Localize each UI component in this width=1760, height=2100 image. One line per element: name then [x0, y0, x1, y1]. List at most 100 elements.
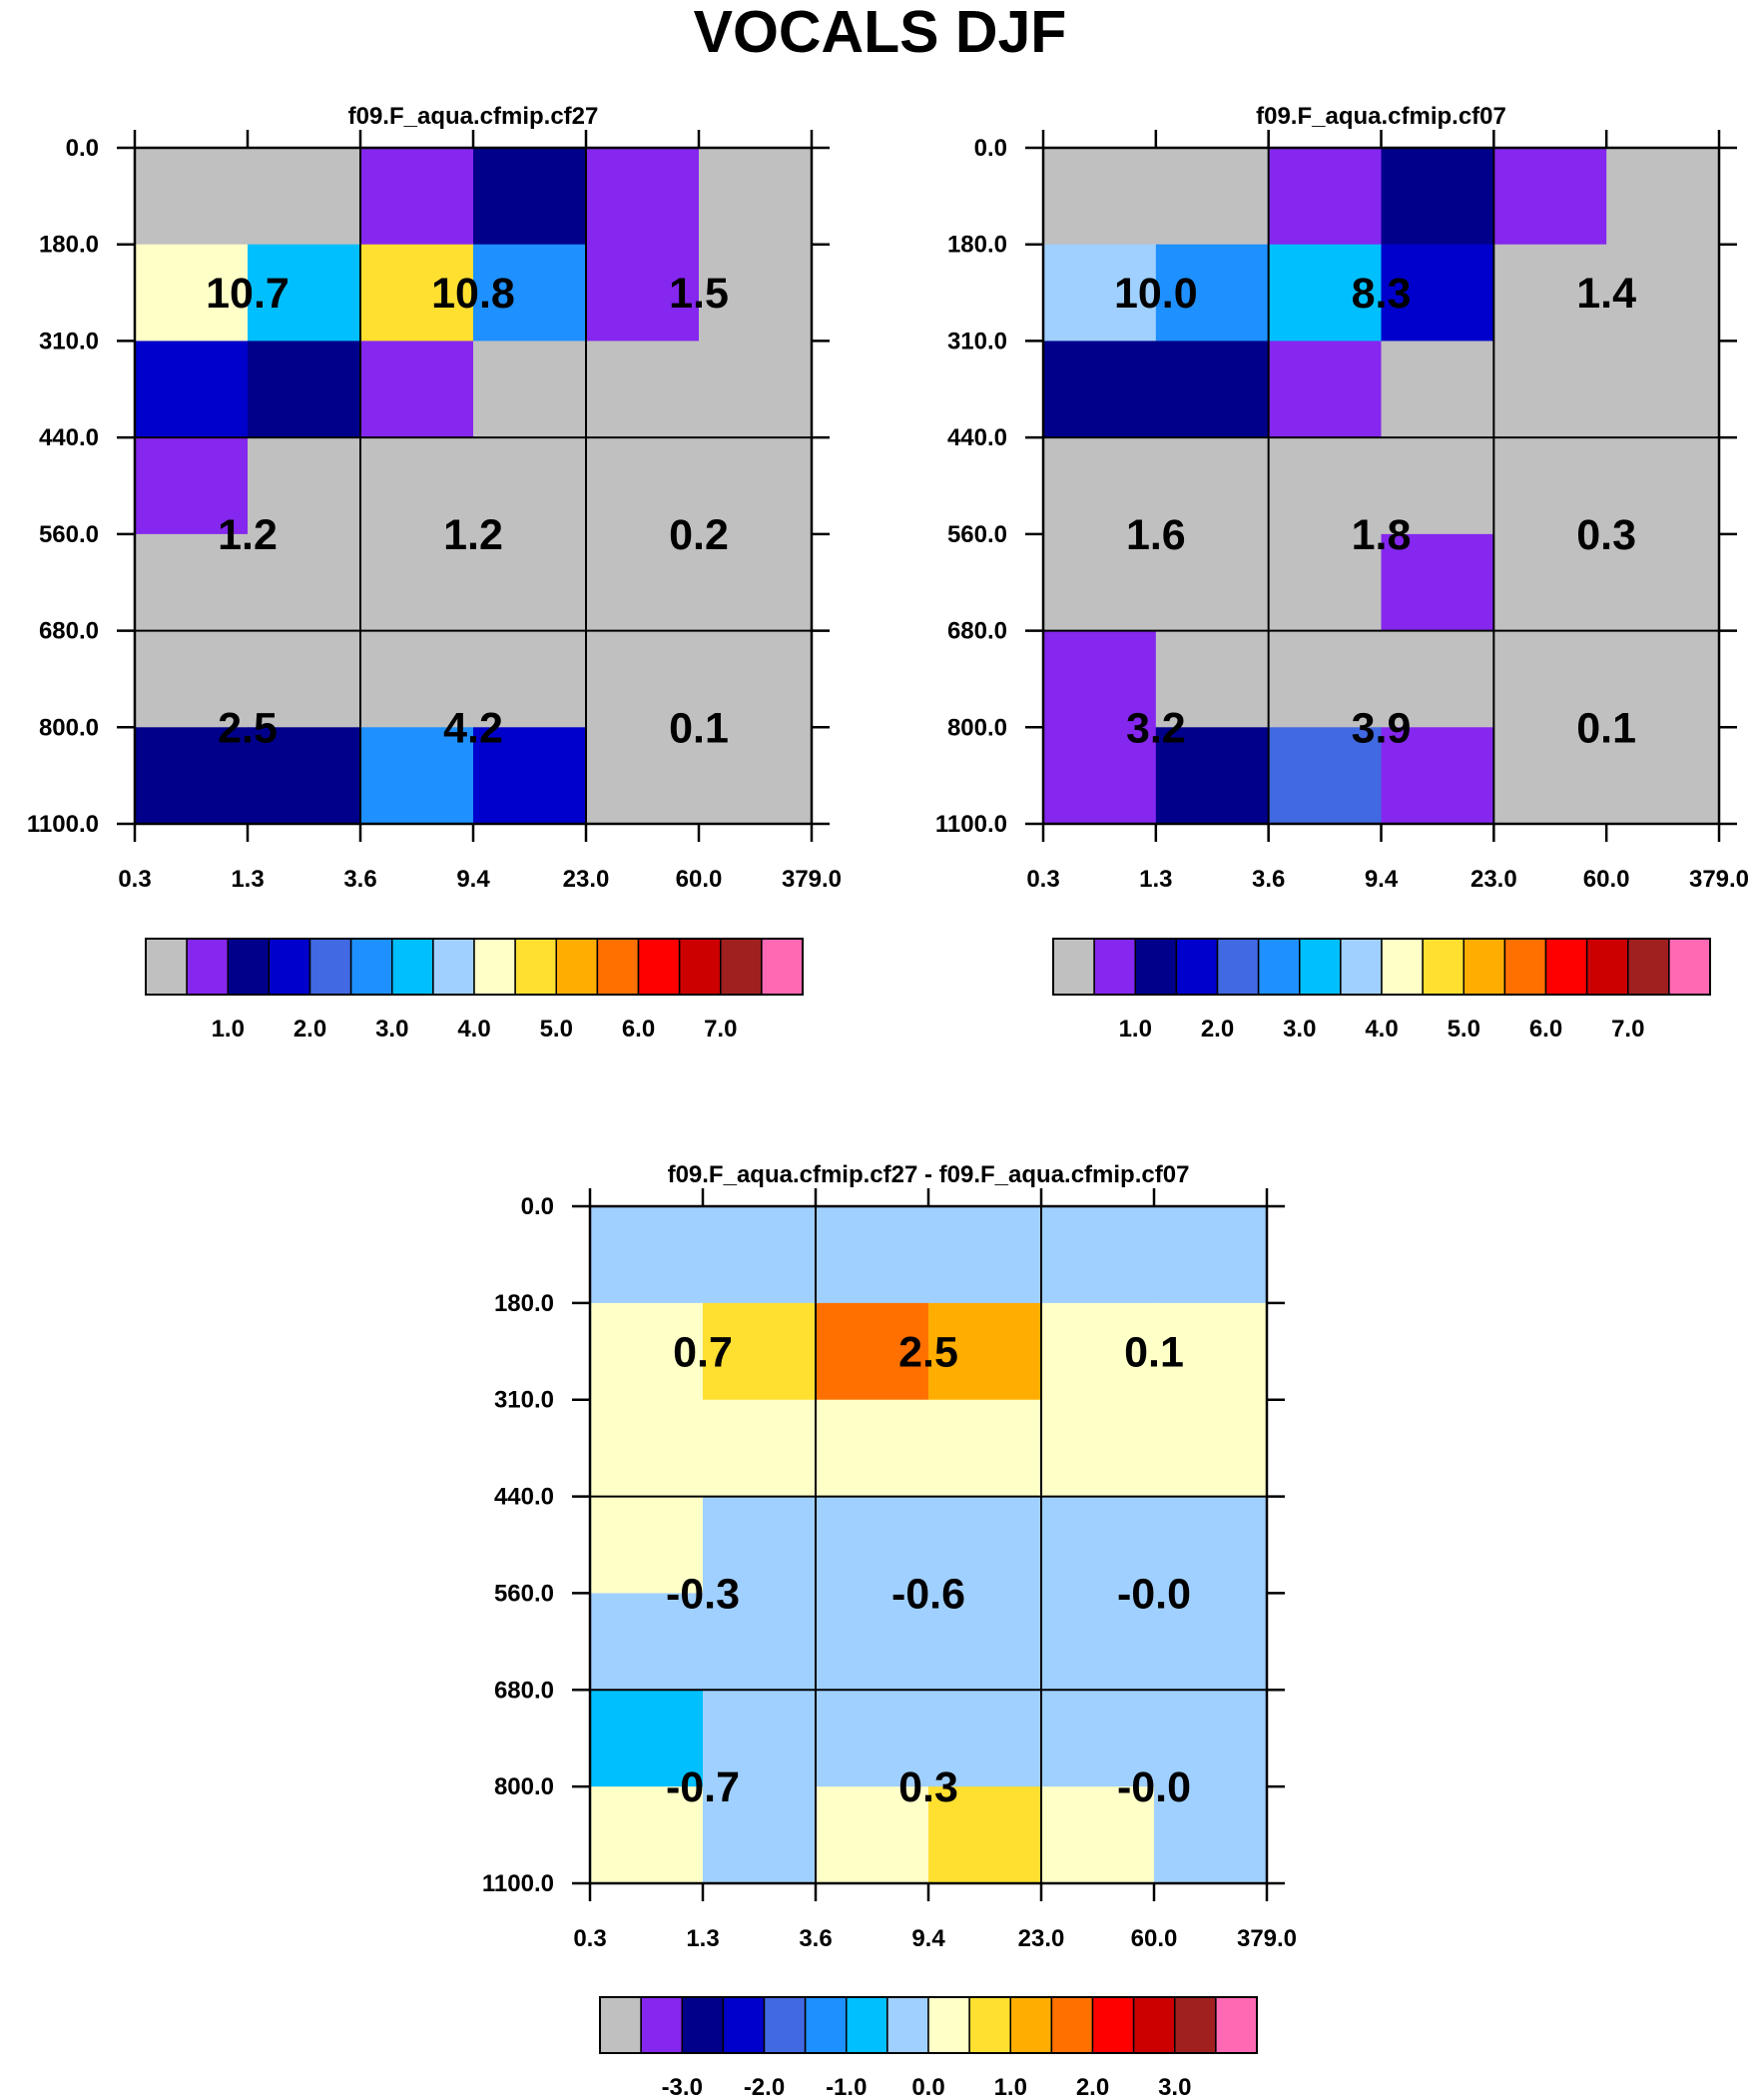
colorbar-swatch: [596, 938, 640, 996]
heatmap-cell: [586, 727, 700, 825]
heatmap-cell: [816, 1786, 929, 1884]
colorbar-frame: [599, 1996, 1258, 2054]
heatmap-cell: [248, 630, 361, 728]
colorbar-label: 0.0: [911, 2074, 944, 2100]
heatmap-cell: [703, 1496, 817, 1595]
heatmap-cell: [699, 630, 813, 728]
heatmap-cell: [1154, 1496, 1268, 1595]
x-tick-label: 3.6: [343, 866, 376, 893]
x-tick-label: 379.0: [782, 866, 842, 893]
colorbar-label: 2.0: [293, 1016, 326, 1043]
box-value: 4.2: [443, 704, 503, 752]
box-value: 0.3: [1576, 511, 1636, 559]
heatmap-cell: [590, 1593, 704, 1691]
heatmap-cell: [1043, 533, 1157, 632]
colorbar-swatch: [640, 1996, 684, 2054]
heatmap-cell: [1493, 341, 1607, 438]
heatmap-cell: [1606, 244, 1720, 343]
x-tick-label: 0.3: [1026, 866, 1059, 893]
heatmap-cell: [1155, 630, 1270, 728]
box-value: 0.1: [1576, 704, 1636, 752]
heatmap-cell: [703, 1302, 817, 1401]
colorbar-swatch: [1668, 938, 1711, 996]
heatmap-cell: [1268, 437, 1383, 535]
y-tick-label: 1100.0: [935, 811, 1007, 838]
heatmap-cell: [1043, 341, 1157, 438]
heatmap-cell: [360, 727, 474, 825]
heatmap-cell: [1606, 727, 1720, 825]
panel-title: f09.F_aqua.cfmip.cf27 - f09.F_aqua.cfmip…: [668, 1161, 1190, 1188]
colorbar-swatch: [678, 938, 722, 996]
colorbar-label: 3.0: [375, 1016, 408, 1043]
box-value: 0.1: [1124, 1328, 1184, 1376]
heatmap-cell: [1154, 1399, 1268, 1498]
heatmap-cell: [586, 148, 700, 246]
panel-title: f09.F_aqua.cfmip.cf07: [1256, 103, 1506, 130]
colorbar-swatch: [681, 1996, 725, 2054]
heatmap-cell: [699, 244, 813, 343]
y-tick-label: 1100.0: [27, 811, 99, 838]
heatmap-cell: [703, 1593, 817, 1691]
heatmap-cell: [1155, 727, 1270, 825]
heatmap-cell: [1268, 630, 1383, 728]
box-value: 2.5: [898, 1328, 958, 1376]
y-tick-label: 800.0: [947, 714, 1007, 741]
colorbar-label: 3.0: [1283, 1016, 1316, 1043]
heatmap-cell: [586, 437, 700, 535]
heatmap-cell: [703, 1690, 817, 1787]
heatmap-cell: [1493, 727, 1607, 825]
y-tick-label: 310.0: [947, 328, 1007, 354]
heatmap-cell: [703, 1206, 817, 1304]
box-value: 0.2: [669, 511, 729, 559]
heatmap-cell: [473, 341, 587, 438]
heatmap-cell: [1493, 244, 1607, 343]
heatmap-cell: [1268, 533, 1383, 632]
colorbar-label: 1.0: [212, 1016, 245, 1043]
colorbar-swatch: [1216, 938, 1260, 996]
colorbar-label: 2.0: [1201, 1016, 1234, 1043]
x-tick-label: 1.3: [1139, 866, 1172, 893]
y-tick-label: 0.0: [974, 135, 1007, 162]
heatmap-cell: [703, 1399, 817, 1498]
heatmap-cell: [699, 437, 813, 535]
box-value: 10.8: [431, 270, 515, 318]
box-value: 1.5: [669, 270, 729, 318]
heatmap-cell: [1041, 1496, 1155, 1595]
colorbar-swatch: [555, 938, 599, 996]
x-tick-label: 9.4: [456, 866, 490, 893]
heatmap-cell: [135, 341, 249, 438]
heatmap-cell: [586, 341, 700, 438]
box-value: 0.1: [669, 704, 729, 752]
y-tick-label: 310.0: [494, 1387, 554, 1414]
panel-2: f09.F_aqua.cfmip.cf07 0.0 180.0 310.0 440.0 5…: [935, 103, 1749, 1043]
colorbar-label: -2.0: [744, 2074, 785, 2100]
heatmap-cell: [928, 1593, 1042, 1691]
colorbar-swatch: [186, 938, 230, 996]
box-value: 3.2: [1126, 704, 1186, 752]
heatmap-cell: [699, 341, 813, 438]
colorbar-swatch: [145, 938, 188, 996]
colorbar-swatch: [1544, 938, 1588, 996]
colorbar-label: 6.0: [1529, 1016, 1562, 1043]
y-tick-label: 560.0: [947, 521, 1007, 548]
heatmap-cell: [473, 148, 587, 246]
colorbar-swatch: [1627, 938, 1670, 996]
x-tick-label: 1.3: [686, 1925, 719, 1952]
colorbar-swatch: [1422, 938, 1466, 996]
heatmap-cell: [590, 1786, 704, 1884]
heatmap-cell: [1268, 244, 1383, 343]
x-tick-label: 60.0: [1583, 866, 1630, 893]
heatmap-cell: [1381, 533, 1494, 632]
heatmap-cell: [1043, 148, 1157, 246]
heatmap-cell: [1493, 630, 1607, 728]
colorbar-swatch: [637, 938, 681, 996]
x-tick-label: 23.0: [1018, 1925, 1065, 1952]
heatmap-cell: [1606, 148, 1720, 246]
heatmap-cell: [1606, 630, 1720, 728]
heatmap-cell: [360, 244, 474, 343]
colorbar-label: 5.0: [1448, 1016, 1480, 1043]
x-tick-label: 3.6: [1252, 866, 1285, 893]
colorbar-swatch: [927, 1996, 970, 2054]
heatmap-cell: [586, 244, 700, 343]
heatmap-cell: [586, 630, 700, 728]
